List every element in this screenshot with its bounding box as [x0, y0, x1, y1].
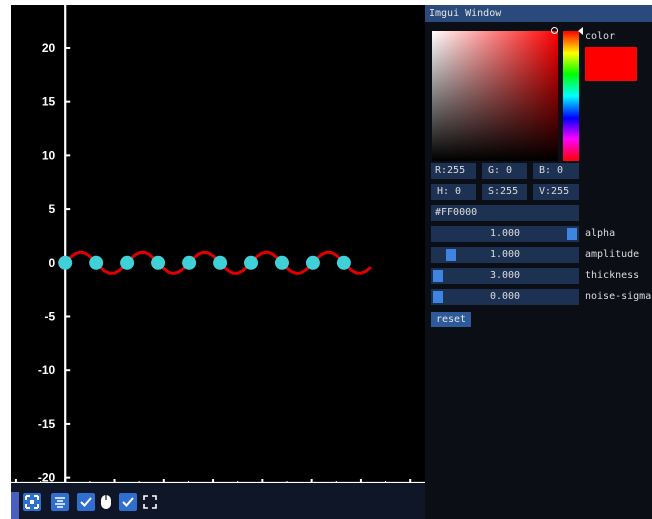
y-tick-label: 5	[49, 202, 56, 216]
imgui-window[interactable]: Imgui Window color R:255 G: 0 B: 0 H: 0 …	[425, 5, 652, 519]
alpha-value: 1.000	[489, 228, 521, 239]
y-tick-label: -5	[45, 310, 56, 324]
checkmark-icon[interactable]	[119, 493, 137, 511]
saturation-value-picker[interactable]	[432, 31, 558, 161]
y-tick-label: 0	[49, 256, 56, 270]
scatter-point	[274, 255, 289, 270]
color-label: color	[585, 31, 616, 42]
thickness-slider[interactable]: 3.000	[431, 268, 579, 284]
scatter-point	[336, 255, 351, 270]
alpha-label: alpha	[585, 228, 616, 239]
y-tick-label: 15	[42, 95, 56, 109]
value-field[interactable]: V:255	[533, 184, 579, 200]
green-field[interactable]: G: 0	[482, 163, 527, 179]
align-icon[interactable]	[51, 493, 69, 511]
noise-sigma-value: 0.000	[489, 291, 521, 302]
thickness-label: thickness	[585, 270, 640, 281]
thickness-slider-grab[interactable]	[433, 270, 443, 282]
scatter-point	[182, 255, 197, 270]
y-tick-label: 10	[42, 148, 56, 162]
color-swatch[interactable]	[585, 47, 637, 81]
picker-cursor-icon[interactable]	[551, 27, 558, 34]
amplitude-slider-grab[interactable]	[446, 249, 457, 261]
noise-sigma-slider-grab[interactable]	[433, 291, 443, 303]
red-field[interactable]: R:255	[431, 163, 476, 179]
scatter-point	[213, 255, 228, 270]
scatter-point	[89, 255, 104, 270]
noise-sigma-label: noise-sigma	[585, 291, 652, 302]
thickness-value: 3.000	[489, 270, 521, 281]
y-tick-label: -20	[38, 471, 56, 483]
alpha-slider[interactable]: 1.000	[431, 226, 579, 242]
noise-sigma-slider[interactable]: 0.000	[431, 289, 579, 305]
y-tick-label: -15	[38, 417, 56, 431]
amplitude-value: 1.000	[489, 249, 521, 260]
saturation-field[interactable]: S:255	[482, 184, 527, 200]
scatter-point	[120, 255, 135, 270]
blue-field[interactable]: B: 0	[533, 163, 579, 179]
y-tick-label: 20	[42, 41, 56, 55]
scatter-point	[151, 255, 166, 270]
mouse-icon[interactable]	[97, 493, 115, 511]
plot-toolbar	[11, 483, 425, 519]
amplitude-slider[interactable]: 1.000	[431, 247, 579, 263]
hue-field[interactable]: H: 0	[431, 184, 476, 200]
y-tick-label: -10	[38, 363, 56, 377]
fit-view-icon[interactable]	[23, 493, 41, 511]
alpha-slider-grab[interactable]	[567, 228, 577, 240]
checkmark-icon[interactable]	[77, 493, 95, 511]
window-title[interactable]: Imgui Window	[425, 5, 652, 22]
hue-arrow-icon[interactable]	[578, 27, 583, 35]
hue-slider[interactable]	[563, 31, 579, 161]
hex-input[interactable]: #FF0000	[431, 205, 579, 221]
reset-button[interactable]: reset	[431, 312, 471, 327]
amplitude-label: amplitude	[585, 249, 640, 260]
toolbar-edge-marker	[11, 492, 19, 519]
scatter-point	[305, 255, 320, 270]
scatter-point	[244, 255, 259, 270]
scatter-point	[58, 255, 73, 270]
fullscreen-icon[interactable]	[141, 493, 159, 511]
